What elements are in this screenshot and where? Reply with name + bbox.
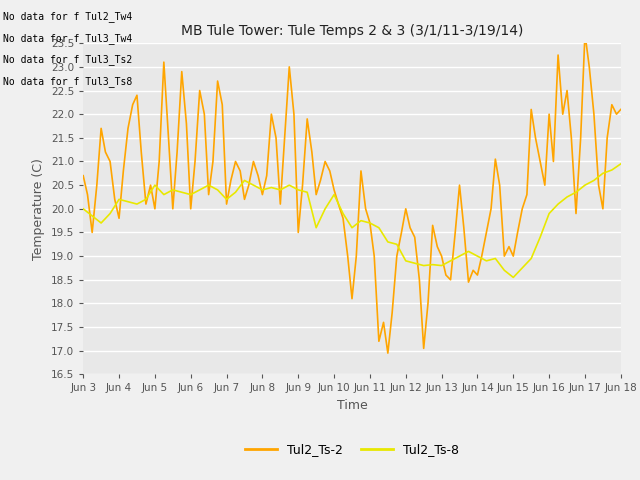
Tul2_Ts-8	[509, 275, 517, 280]
X-axis label: Time: Time	[337, 399, 367, 412]
Line: Tul2_Ts-2: Tul2_Ts-2	[83, 34, 621, 353]
Tul2_Ts-2	[581, 31, 589, 36]
Text: No data for f Tul2_Tw4: No data for f Tul2_Tw4	[3, 11, 132, 22]
Tul2_Ts-8	[79, 206, 87, 212]
Tul2_Ts-2	[617, 107, 625, 112]
Tul2_Ts-8	[187, 192, 195, 197]
Line: Tul2_Ts-8: Tul2_Ts-8	[83, 164, 621, 277]
Tul2_Ts-2	[420, 346, 428, 351]
Tul2_Ts-8	[268, 185, 275, 191]
Text: No data for f Tul3_Ts8: No data for f Tul3_Ts8	[3, 76, 132, 87]
Tul2_Ts-2	[308, 149, 316, 155]
Tul2_Ts-2	[79, 173, 87, 179]
Tul2_Ts-2	[205, 192, 212, 197]
Title: MB Tule Tower: Tule Temps 2 & 3 (3/1/11-3/19/14): MB Tule Tower: Tule Temps 2 & 3 (3/1/11-…	[181, 24, 523, 38]
Text: No data for f Tul3_Tw4: No data for f Tul3_Tw4	[3, 33, 132, 44]
Tul2_Ts-8	[402, 258, 410, 264]
Y-axis label: Temperature (C): Temperature (C)	[33, 158, 45, 260]
Tul2_Ts-8	[554, 201, 562, 207]
Text: No data for f Tul3_Ts2: No data for f Tul3_Ts2	[3, 54, 132, 65]
Tul2_Ts-2	[384, 350, 392, 356]
Tul2_Ts-8	[617, 161, 625, 167]
Tul2_Ts-2	[590, 111, 598, 117]
Tul2_Ts-2	[447, 277, 454, 283]
Tul2_Ts-8	[205, 182, 212, 188]
Legend: Tul2_Ts-2, Tul2_Ts-8: Tul2_Ts-2, Tul2_Ts-8	[241, 438, 463, 461]
Tul2_Ts-2	[133, 92, 141, 98]
Tul2_Ts-8	[366, 220, 374, 226]
